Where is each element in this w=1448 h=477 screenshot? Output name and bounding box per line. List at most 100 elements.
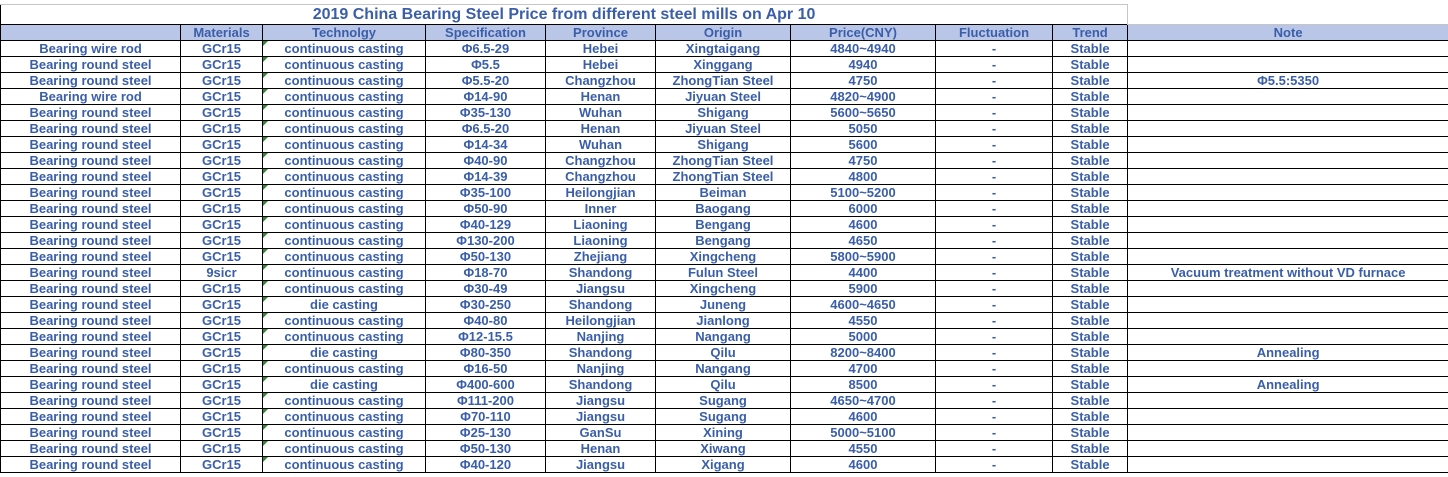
cell-origin[interactable]: Xingtaigang (655, 40, 791, 57)
cell-note[interactable] (1127, 408, 1448, 425)
cell-note[interactable] (1127, 248, 1448, 265)
cell-trend[interactable]: Stable (1051, 184, 1129, 201)
cell-fluctuation[interactable]: - (935, 104, 1053, 121)
cell-technology-with-comment-triangle-icon[interactable]: continuous casting (262, 120, 426, 137)
cell-specification[interactable]: Φ25-130 (425, 424, 546, 441)
cell-technology-with-comment-triangle-icon[interactable]: continuous casting (262, 392, 426, 409)
col-header-price[interactable]: Price(CNY) (790, 24, 936, 41)
cell-province[interactable]: Jiangsu (545, 280, 656, 297)
cell-product[interactable]: Bearing round steel (0, 328, 181, 345)
cell-materials[interactable]: GCr15 (180, 424, 263, 441)
cell-materials[interactable]: GCr15 (180, 216, 263, 233)
cell-note[interactable]: Φ5.5:5350 (1127, 72, 1448, 89)
col-header-product[interactable] (0, 24, 181, 41)
cell-specification[interactable]: Φ130-200 (425, 232, 546, 249)
cell-price[interactable]: 4750 (790, 72, 936, 89)
cell-origin[interactable]: Qilu (655, 344, 791, 361)
cell-trend[interactable]: Stable (1051, 360, 1129, 377)
col-header-note[interactable]: Note (1127, 24, 1448, 41)
cell-technology-with-comment-triangle-icon[interactable]: continuous casting (262, 264, 426, 281)
cell-origin[interactable]: Sugang (655, 408, 791, 425)
cell-technology-with-comment-triangle-icon[interactable]: continuous casting (262, 88, 426, 105)
cell-fluctuation[interactable]: - (935, 312, 1053, 329)
cell-technology-with-comment-triangle-icon[interactable]: continuous casting (262, 40, 426, 57)
cell-specification[interactable]: Φ35-100 (425, 184, 546, 201)
cell-origin[interactable]: Bengang (655, 216, 791, 233)
cell-origin[interactable]: Fulun Steel (655, 264, 791, 281)
cell-trend[interactable]: Stable (1051, 328, 1129, 345)
cell-price[interactable]: 8200~8400 (790, 344, 936, 361)
cell-materials[interactable]: GCr15 (180, 104, 263, 121)
cell-trend[interactable]: Stable (1051, 408, 1129, 425)
cell-note[interactable] (1127, 184, 1448, 201)
cell-specification[interactable]: Φ6.5-20 (425, 120, 546, 137)
cell-note[interactable] (1127, 360, 1448, 377)
cell-price[interactable]: 5800~5900 (790, 248, 936, 265)
cell-province[interactable]: Nanjing (545, 328, 656, 345)
cell-note[interactable] (1127, 152, 1448, 169)
cell-materials[interactable]: GCr15 (180, 248, 263, 265)
cell-trend[interactable]: Stable (1051, 264, 1129, 281)
cell-note[interactable]: Vacuum treatment without VD furnace (1127, 264, 1448, 281)
col-header-fluctuation[interactable]: Fluctuation (935, 24, 1053, 41)
cell-product[interactable]: Bearing round steel (0, 312, 181, 329)
cell-province[interactable]: Shandong (545, 264, 656, 281)
cell-note[interactable] (1127, 312, 1448, 329)
cell-materials[interactable]: GCr15 (180, 456, 263, 473)
cell-trend[interactable]: Stable (1051, 168, 1129, 185)
cell-product[interactable]: Bearing round steel (0, 360, 181, 377)
cell-product[interactable]: Bearing round steel (0, 376, 181, 393)
cell-materials[interactable]: GCr15 (180, 344, 263, 361)
cell-technology-with-comment-triangle-icon[interactable]: continuous casting (262, 248, 426, 265)
cell-origin[interactable]: Xinggang (655, 56, 791, 73)
cell-province[interactable]: Changzhou (545, 72, 656, 89)
cell-product[interactable]: Bearing round steel (0, 136, 181, 153)
cell-fluctuation[interactable]: - (935, 168, 1053, 185)
cell-product[interactable]: Bearing round steel (0, 344, 181, 361)
cell-trend[interactable]: Stable (1051, 104, 1129, 121)
cell-price[interactable]: 4650~4700 (790, 392, 936, 409)
cell-origin[interactable]: Qilu (655, 376, 791, 393)
cell-note[interactable] (1127, 168, 1448, 185)
cell-technology-with-comment-triangle-icon[interactable]: continuous casting (262, 424, 426, 441)
cell-price[interactable]: 6000 (790, 200, 936, 217)
cell-trend[interactable]: Stable (1051, 152, 1129, 169)
cell-specification[interactable]: Φ40-80 (425, 312, 546, 329)
cell-product[interactable]: Bearing round steel (0, 200, 181, 217)
cell-price[interactable]: 4400 (790, 264, 936, 281)
cell-price[interactable]: 8500 (790, 376, 936, 393)
cell-product[interactable]: Bearing round steel (0, 408, 181, 425)
col-header-province[interactable]: Province (545, 24, 656, 41)
cell-fluctuation[interactable]: - (935, 200, 1053, 217)
cell-materials[interactable]: GCr15 (180, 136, 263, 153)
cell-note[interactable] (1127, 88, 1448, 105)
cell-fluctuation[interactable]: - (935, 456, 1053, 473)
cell-origin[interactable]: Beiman (655, 184, 791, 201)
cell-trend[interactable]: Stable (1051, 248, 1129, 265)
col-header-materials[interactable]: Materials (180, 24, 263, 41)
cell-origin[interactable]: Juneng (655, 296, 791, 313)
cell-specification[interactable]: Φ14-34 (425, 136, 546, 153)
cell-fluctuation[interactable]: - (935, 360, 1053, 377)
cell-province[interactable]: GanSu (545, 424, 656, 441)
cell-price[interactable]: 4840~4940 (790, 40, 936, 57)
cell-trend[interactable]: Stable (1051, 232, 1129, 249)
cell-materials[interactable]: GCr15 (180, 200, 263, 217)
cell-origin[interactable]: Sugang (655, 392, 791, 409)
cell-product[interactable]: Bearing round steel (0, 440, 181, 457)
cell-note[interactable] (1127, 296, 1448, 313)
cell-trend[interactable]: Stable (1051, 88, 1129, 105)
cell-province[interactable]: Shandong (545, 296, 656, 313)
cell-price[interactable]: 5600 (790, 136, 936, 153)
cell-origin[interactable]: Xigang (655, 456, 791, 473)
cell-trend[interactable]: Stable (1051, 280, 1129, 297)
cell-specification[interactable]: Φ50-130 (425, 440, 546, 457)
cell-origin[interactable]: Xiwang (655, 440, 791, 457)
cell-origin[interactable]: Shigang (655, 136, 791, 153)
cell-fluctuation[interactable]: - (935, 72, 1053, 89)
cell-product[interactable]: Bearing round steel (0, 296, 181, 313)
cell-province[interactable]: Henan (545, 120, 656, 137)
cell-province[interactable]: Zhejiang (545, 248, 656, 265)
cell-province[interactable]: Shandong (545, 376, 656, 393)
cell-origin[interactable]: Jianlong (655, 312, 791, 329)
